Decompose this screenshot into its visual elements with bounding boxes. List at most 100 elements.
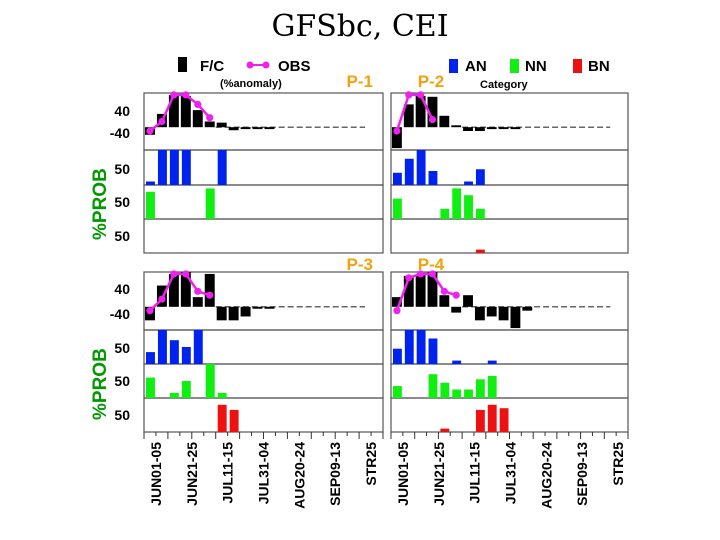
obs-point (393, 307, 401, 315)
panel-p-3: P-3 (143, 255, 384, 439)
obs-point (170, 91, 178, 99)
obs-point (194, 287, 202, 295)
an-bar (428, 171, 438, 185)
anom-upper-label-bottom: 40 (114, 281, 130, 297)
an-bar (393, 172, 402, 185)
obs-point (182, 91, 190, 99)
fc-bar (474, 306, 485, 321)
fc-bar (204, 273, 215, 307)
frame-bn (390, 218, 629, 254)
fc-bar (180, 96, 191, 128)
obs-point (417, 270, 425, 278)
fc-bar (240, 127, 251, 130)
frame-nn (390, 363, 629, 399)
nn-bar (205, 188, 215, 219)
x-tick-label: JUN21-25 (184, 442, 200, 506)
nn-bar (475, 379, 485, 398)
fc-bar (415, 273, 426, 307)
nn-bar (487, 375, 497, 398)
chart-title: GFSbc, CEI (271, 9, 448, 44)
fc-bar (264, 306, 275, 309)
x-tick-label: STR25 (610, 442, 626, 486)
prob-label-nn-bottom: 50 (114, 373, 130, 389)
panel-label: P-4 (418, 255, 445, 274)
fc-bar (486, 306, 497, 317)
bn-bar (499, 408, 509, 432)
obs-point (170, 270, 178, 278)
nn-bar (181, 381, 191, 398)
an-bar (416, 150, 426, 185)
fc-bar (510, 127, 521, 130)
legend-obs-dot-right (262, 61, 270, 69)
nn-bar (464, 389, 473, 398)
panels: P-1 P-2 P-3 P-4 (143, 72, 629, 439)
prob-label-nn-top: 50 (114, 194, 130, 210)
x-tick-label: JUL31-04 (503, 442, 519, 504)
obs-point (393, 127, 401, 135)
frame-an (143, 149, 384, 186)
obs-point (417, 91, 425, 99)
fc-bar (510, 306, 521, 329)
bn-bar (229, 409, 239, 432)
legend-obs-label: OBS (278, 58, 311, 75)
an-bar (146, 352, 155, 364)
fc-bar (168, 94, 179, 128)
x-tick-label: SEP09-13 (327, 442, 343, 506)
nn-bar (217, 392, 227, 398)
an-bar (169, 340, 179, 364)
frame-bn (143, 397, 384, 433)
fc-bar (415, 96, 426, 128)
legend-obs-dot-left (246, 61, 254, 69)
legend-an-label: AN (465, 58, 487, 75)
fc-bar (439, 295, 450, 307)
legend-forecast-obs: F/C OBS (%anomaly) (178, 57, 311, 90)
frame-nn (390, 184, 629, 220)
prob-label-an-bottom: 50 (114, 340, 130, 356)
an-bar (452, 360, 462, 364)
frame-bn (390, 397, 629, 433)
obs-point (428, 116, 437, 124)
fc-bar (451, 306, 462, 313)
obs-point (440, 287, 448, 295)
frame-bn (143, 218, 384, 254)
an-bar (181, 347, 191, 364)
x-tick-label: AUG20-24 (538, 442, 554, 509)
an-bar (404, 158, 414, 185)
fc-bar (463, 295, 473, 307)
fc-bar (192, 297, 203, 307)
bn-bar (487, 404, 497, 432)
obs-point (182, 270, 190, 278)
fc-bar (168, 273, 179, 307)
ylabel-bottom: %PROB (90, 348, 111, 420)
nn-bar (146, 191, 155, 219)
nn-bar (440, 208, 450, 219)
obs-point (405, 91, 413, 99)
nn-bar (146, 377, 155, 398)
an-bar (157, 330, 167, 364)
fc-bar (252, 306, 263, 309)
prob-label-an-top: 50 (114, 161, 130, 177)
legend-category-label: Category (480, 79, 529, 91)
an-bar (157, 150, 167, 185)
an-bar (464, 181, 473, 185)
nn-bar (452, 188, 462, 219)
x-tick-label: JUN01-05 (148, 442, 164, 506)
anom-lower-label-top: -40 (110, 125, 130, 141)
x-tick-label: STR25 (363, 442, 379, 486)
nn-bar (452, 389, 462, 398)
legend-fc-swatch (178, 57, 187, 72)
an-bar (146, 181, 155, 185)
fc-bar (192, 110, 203, 128)
anom-lower-label-bottom: -40 (110, 306, 130, 322)
legend-fc-label: F/C (200, 58, 224, 75)
panel-label: P-3 (347, 255, 373, 274)
x-tick-label: SEP09-13 (574, 442, 590, 506)
legend-category: AN NN BN Category (449, 58, 610, 91)
obs-point (206, 114, 214, 122)
fc-bar (392, 297, 402, 307)
obs-point (194, 100, 202, 108)
x-tick-label: JUL11-15 (220, 442, 236, 504)
obs-line (395, 93, 434, 132)
frame-anom (390, 271, 629, 331)
frame-nn (143, 184, 384, 220)
